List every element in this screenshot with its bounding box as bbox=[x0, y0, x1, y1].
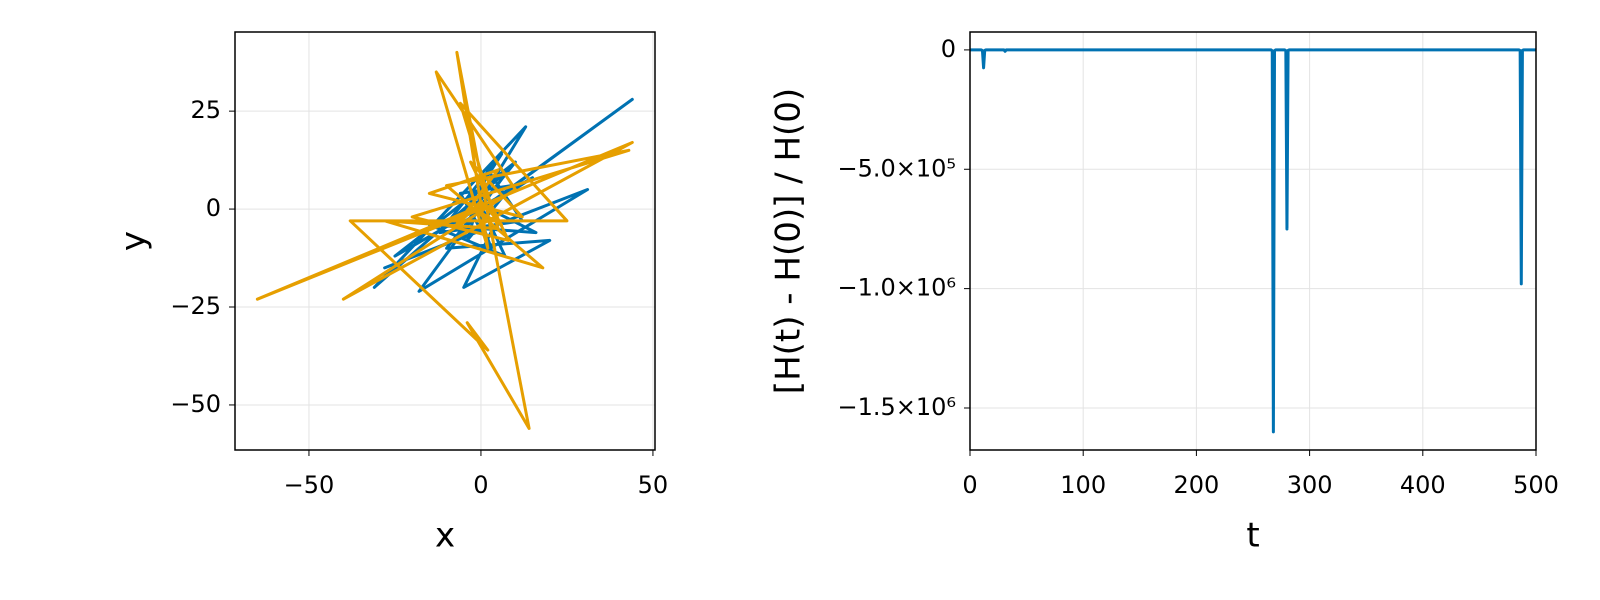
x-tick-label: 200 bbox=[1173, 471, 1219, 499]
series-line bbox=[970, 48, 1536, 434]
x-tick-label: 0 bbox=[473, 471, 488, 499]
y-tick-label: −25 bbox=[170, 292, 221, 320]
x-tick-label: 50 bbox=[638, 471, 669, 499]
x-axis-label: t bbox=[1246, 516, 1259, 556]
series-line bbox=[372, 97, 634, 293]
y-axis-label: [H(t) - H(0)] / H(0) bbox=[769, 88, 809, 394]
x-tick-label: 500 bbox=[1513, 471, 1559, 499]
y-axis-label: y bbox=[114, 231, 154, 251]
y-tick-label: −1.5×10⁶ bbox=[837, 393, 956, 421]
y-tick-label: 0 bbox=[206, 194, 221, 222]
y-tick-label: 25 bbox=[190, 96, 221, 124]
x-tick-label: 100 bbox=[1060, 471, 1106, 499]
x-tick-label: −50 bbox=[284, 471, 335, 499]
y-tick-label: −1.0×10⁶ bbox=[837, 274, 956, 302]
plot-frame bbox=[969, 31, 1537, 451]
y-tick-label: 0 bbox=[941, 35, 956, 63]
x-tick-label: 300 bbox=[1287, 471, 1333, 499]
x-axis-label: x bbox=[435, 516, 455, 556]
y-tick-label: −5.0×10⁵ bbox=[837, 154, 956, 182]
x-tick-label: 400 bbox=[1400, 471, 1446, 499]
series-line bbox=[255, 50, 634, 430]
plot-frame bbox=[234, 31, 656, 451]
y-tick-label: −50 bbox=[170, 390, 221, 418]
x-tick-label: 0 bbox=[962, 471, 977, 499]
